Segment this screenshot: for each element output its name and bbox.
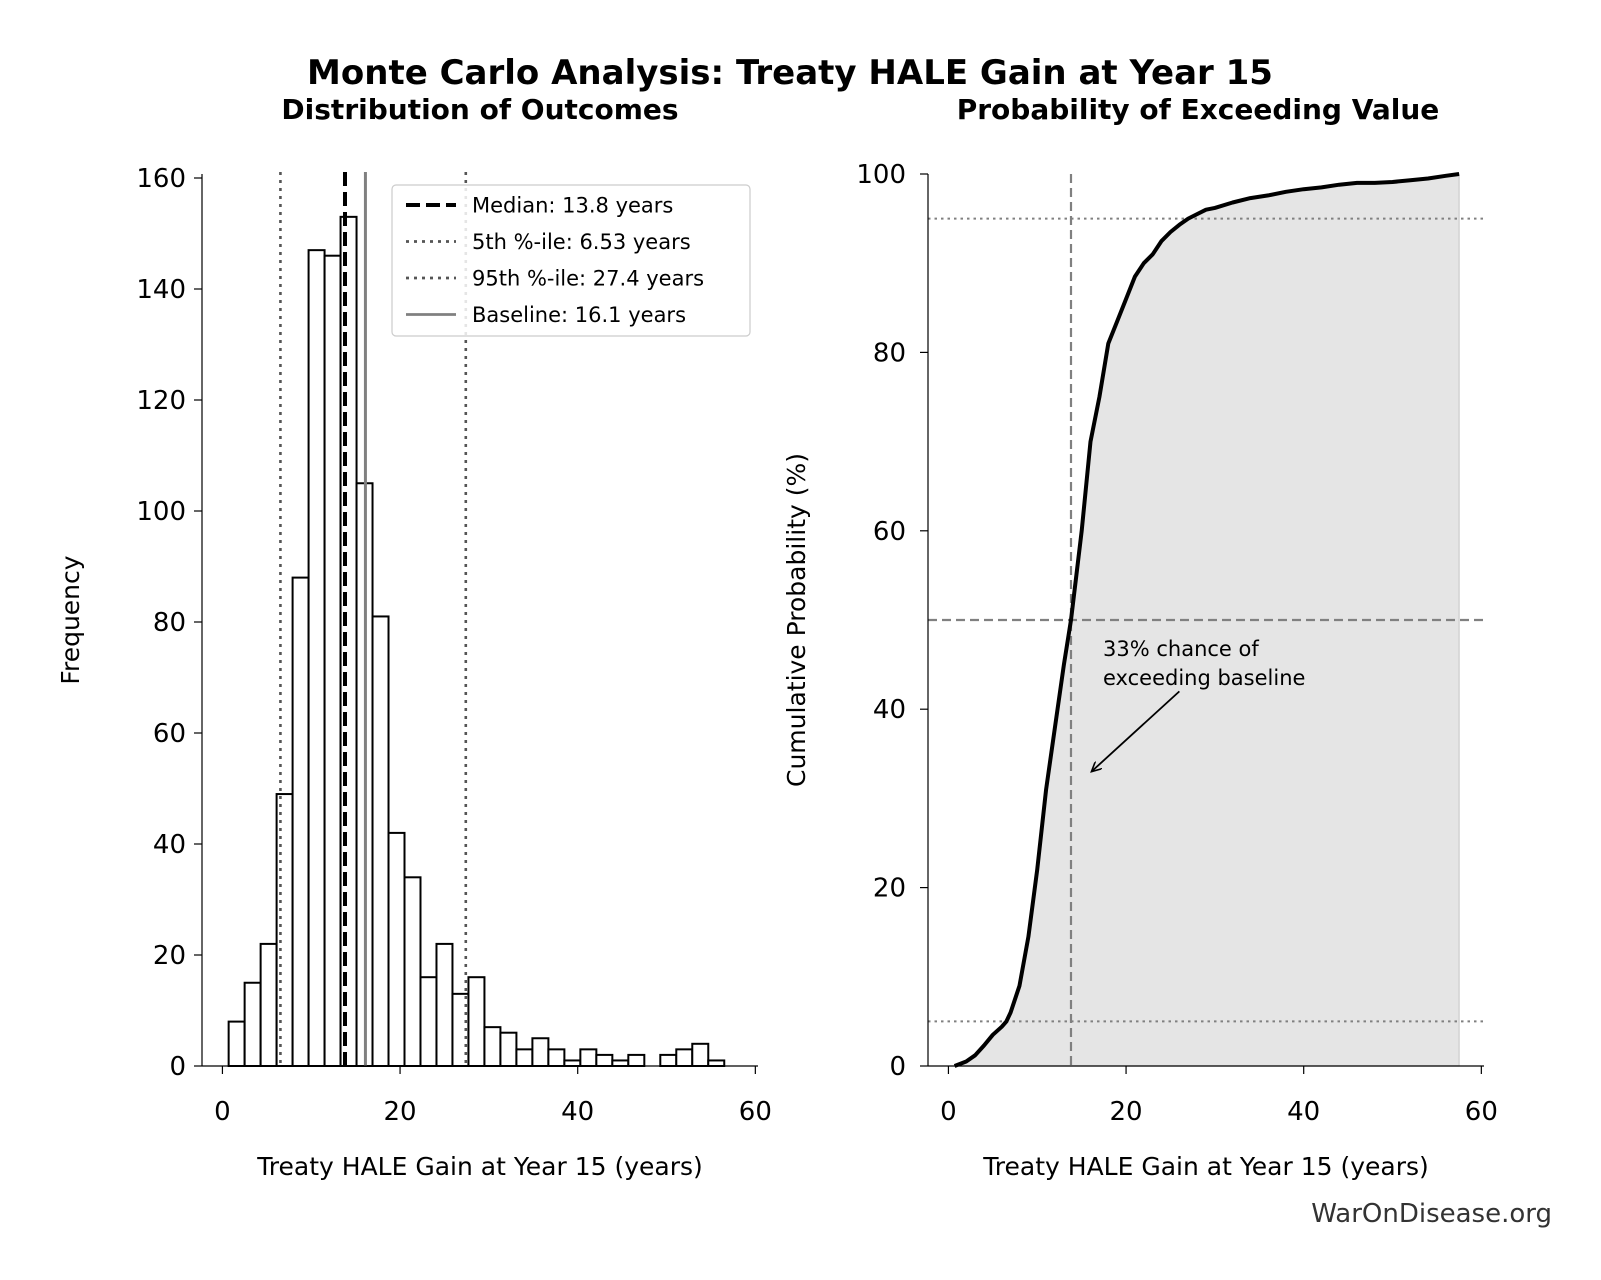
cdf-axes bbox=[927, 174, 1484, 1067]
y-tick-label: 0 bbox=[169, 1052, 186, 1082]
annotation-line-1: 33% chance of bbox=[1103, 637, 1259, 661]
histogram-bar bbox=[563, 1059, 582, 1067]
histogram-bar bbox=[339, 215, 358, 1068]
histogram-bar bbox=[371, 615, 390, 1067]
histogram-bar bbox=[387, 831, 406, 1068]
cdf-x-ticks: 0 20 40 60 bbox=[940, 1066, 1498, 1127]
histogram-bar bbox=[691, 1042, 710, 1068]
y-tick-label: 60 bbox=[873, 517, 906, 547]
histogram-bar bbox=[435, 942, 454, 1068]
x-tick-label: 0 bbox=[214, 1097, 231, 1127]
histogram-bars bbox=[227, 215, 726, 1068]
x-tick-label: 40 bbox=[1287, 1097, 1320, 1127]
figure-title: Monte Carlo Analysis: Treaty HALE Gain a… bbox=[307, 53, 1273, 93]
histogram-bar bbox=[499, 1031, 518, 1067]
x-tick-label: 20 bbox=[1110, 1097, 1143, 1127]
cdf-panel: Probability of Exceeding Value 0 20 40 60 0… bbox=[782, 93, 1498, 1181]
histogram-bar bbox=[579, 1048, 598, 1067]
histogram-bar bbox=[467, 976, 486, 1068]
x-tick-label: 20 bbox=[384, 1097, 417, 1127]
histogram-x-ticks: 0 20 40 60 bbox=[214, 1066, 772, 1127]
histogram-bar bbox=[307, 249, 326, 1067]
y-tick-label: 120 bbox=[136, 386, 186, 416]
histogram-bar bbox=[483, 1026, 502, 1068]
histogram-bar bbox=[659, 1053, 678, 1068]
x-tick-label: 40 bbox=[561, 1097, 594, 1127]
y-tick-label: 100 bbox=[136, 497, 186, 527]
annotation-arrow bbox=[1091, 690, 1180, 771]
histogram-bar bbox=[419, 976, 438, 1068]
histogram-panel: Distribution of Outcomes 0 20 40 60 0 20 40 60… bbox=[56, 93, 772, 1181]
y-tick-label: 20 bbox=[873, 874, 906, 904]
cdf-x-axis-label: Treaty HALE Gain at Year 15 (years) bbox=[982, 1152, 1429, 1181]
y-tick-label: 160 bbox=[136, 164, 186, 194]
cdf-title: Probability of Exceeding Value bbox=[957, 93, 1440, 126]
annotation-line-2: exceeding baseline bbox=[1103, 666, 1305, 690]
histogram-bar bbox=[595, 1053, 614, 1068]
histogram-bar bbox=[259, 942, 278, 1068]
histogram-bar bbox=[547, 1048, 566, 1067]
legend-frame bbox=[391, 184, 751, 337]
histogram-bar bbox=[531, 1037, 550, 1067]
histogram-bar bbox=[627, 1053, 646, 1068]
histogram-bar bbox=[227, 1020, 246, 1067]
histogram-bar bbox=[675, 1048, 694, 1067]
legend-label: 5th %-ile: 6.53 years bbox=[472, 230, 691, 254]
histogram-bar bbox=[611, 1059, 630, 1067]
legend-label: Baseline: 16.1 years bbox=[472, 303, 686, 327]
y-tick-label: 40 bbox=[153, 830, 186, 860]
x-tick-label: 60 bbox=[1465, 1097, 1498, 1127]
x-tick-label: 60 bbox=[739, 1097, 772, 1127]
y-tick-label: 100 bbox=[856, 160, 906, 190]
histogram-legend: Median: 13.8 years 5th %-ile: 6.53 years 9… bbox=[391, 184, 751, 337]
y-tick-label: 80 bbox=[153, 608, 186, 638]
footer-credit: WarOnDisease.org bbox=[1311, 1199, 1552, 1229]
cdf-annotation: 33% chance of exceeding baseline bbox=[1091, 637, 1305, 772]
y-tick-label: 20 bbox=[153, 941, 186, 971]
histogram-x-axis-label: Treaty HALE Gain at Year 15 (years) bbox=[256, 1152, 703, 1181]
histogram-axes bbox=[201, 174, 758, 1067]
cdf-curve bbox=[953, 172, 1460, 1068]
histogram-bar bbox=[707, 1059, 726, 1067]
histogram-y-ticks: 0 20 40 60 80 100 120 140 160 bbox=[136, 164, 202, 1082]
histogram-bar bbox=[515, 1048, 534, 1067]
cdf-y-axis-label: Cumulative Probability (%) bbox=[782, 453, 811, 787]
histogram-y-axis-label: Frequency bbox=[56, 555, 85, 684]
y-tick-label: 0 bbox=[889, 1052, 906, 1082]
cdf-reference-lines bbox=[928, 174, 1484, 1066]
cdf-y-ticks: 0 20 40 60 80 100 bbox=[856, 160, 928, 1082]
histogram-bar bbox=[243, 981, 262, 1067]
histogram-title: Distribution of Outcomes bbox=[281, 93, 678, 126]
y-tick-label: 40 bbox=[873, 695, 906, 725]
y-tick-label: 140 bbox=[136, 275, 186, 305]
y-tick-label: 80 bbox=[873, 338, 906, 368]
histogram-bar bbox=[275, 793, 294, 1067]
x-tick-label: 0 bbox=[940, 1097, 957, 1127]
histogram-bar bbox=[291, 576, 310, 1067]
histogram-bar bbox=[323, 254, 342, 1067]
histogram-reference-lines bbox=[279, 172, 468, 1066]
legend-label: Median: 13.8 years bbox=[472, 194, 673, 218]
y-tick-label: 60 bbox=[153, 719, 186, 749]
histogram-bar bbox=[403, 876, 422, 1067]
legend-label: 95th %-ile: 27.4 years bbox=[472, 267, 704, 291]
